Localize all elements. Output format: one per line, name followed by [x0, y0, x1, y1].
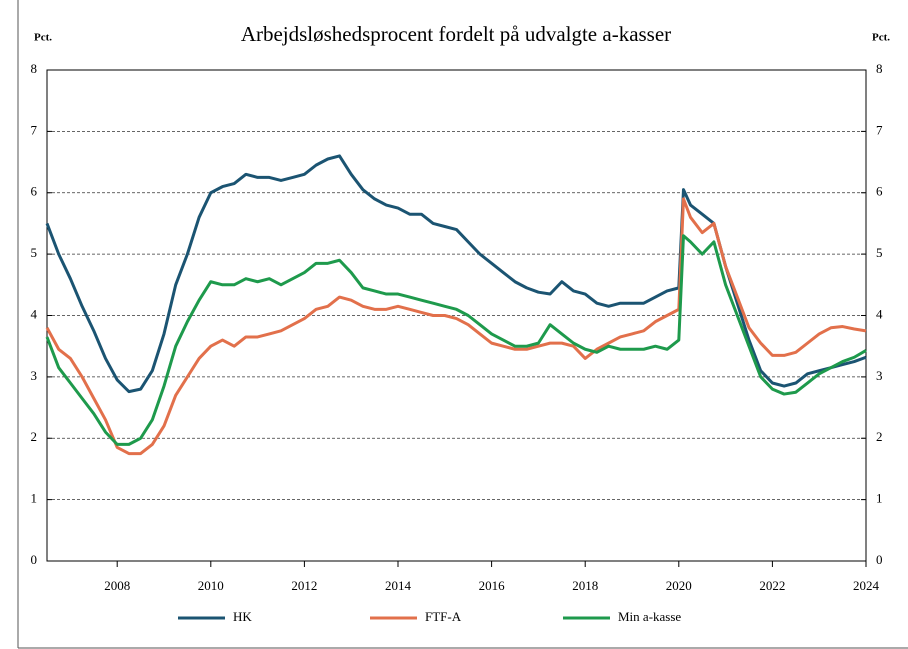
x-tick-label: 2024 — [853, 578, 880, 593]
x-tick-label: 2022 — [759, 578, 785, 593]
y-tick-label: 2 — [31, 429, 38, 444]
legend-label: FTF-A — [425, 609, 462, 624]
y-axis-label: Pct. — [34, 32, 52, 44]
x-tick-label: 2010 — [198, 578, 224, 593]
y-tick-label: 8 — [31, 61, 38, 76]
y2-tick-label: 3 — [876, 368, 883, 383]
y-tick-label: 3 — [31, 368, 38, 383]
legend-label: HK — [233, 609, 252, 624]
y-tick-label: 0 — [31, 552, 38, 567]
series-line — [45, 234, 867, 446]
y-tick-label: 4 — [31, 306, 38, 321]
y2-tick-label: 4 — [876, 306, 883, 321]
y2-tick-label: 1 — [876, 491, 883, 506]
x-tick-label: 2014 — [385, 578, 412, 593]
x-tick-label: 2008 — [104, 578, 130, 593]
y-tick-label: 5 — [31, 245, 38, 260]
y2-axis-label: Pct. — [872, 32, 890, 44]
chart-title: Arbejdsløshedsprocent fordelt på udvalgt… — [241, 22, 671, 46]
y2-tick-label: 8 — [876, 61, 883, 76]
series-line — [45, 154, 867, 394]
series-line — [45, 197, 867, 456]
y2-tick-label: 0 — [876, 552, 883, 567]
y-tick-label: 7 — [31, 122, 38, 137]
x-tick-label: 2018 — [572, 578, 598, 593]
plot-frame — [46, 69, 867, 562]
y2-tick-label: 2 — [876, 429, 883, 444]
y-tick-label: 1 — [31, 491, 38, 506]
y2-tick-label: 7 — [876, 122, 883, 137]
x-tick-label: 2020 — [666, 578, 692, 593]
legend-label: Min a-kasse — [618, 609, 681, 624]
y2-tick-label: 5 — [876, 245, 883, 260]
y2-tick-label: 6 — [876, 184, 883, 199]
y-tick-label: 6 — [31, 184, 38, 199]
x-tick-label: 2012 — [291, 578, 317, 593]
x-tick-label: 2016 — [479, 578, 506, 593]
